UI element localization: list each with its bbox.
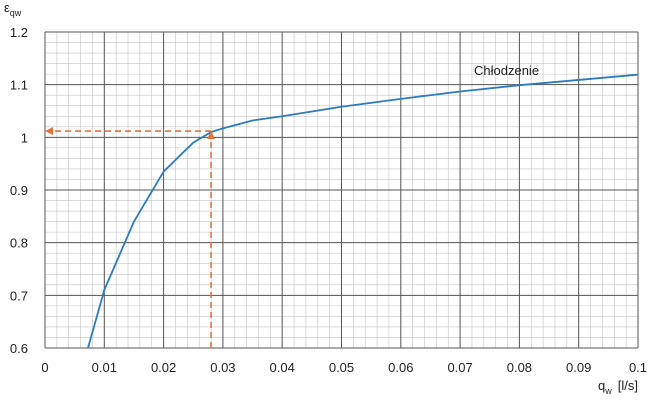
- series-line: [87, 73, 639, 349]
- x-tick-label: 0.08: [507, 360, 532, 375]
- x-axis-label: qw [l/s]: [598, 378, 638, 396]
- x-tick-label: 0: [41, 360, 48, 375]
- x-tick-label: 0.06: [388, 360, 413, 375]
- legend-label: Chłodzenie: [474, 63, 539, 78]
- y-tick-label: 0.8: [10, 236, 28, 251]
- y-tick-label: 0.9: [10, 183, 28, 198]
- x-tick-label: 0.02: [151, 360, 176, 375]
- x-tick-label: 0.07: [447, 360, 472, 375]
- x-tick-label: 0.03: [210, 360, 235, 375]
- y-axis-label: εqw: [4, 0, 22, 18]
- plot: Chłodzenie: [45, 63, 639, 349]
- x-tick-label: 0.01: [92, 360, 117, 375]
- x-tick-label: 0.04: [270, 360, 295, 375]
- y-tick-label: 1.1: [10, 78, 28, 93]
- y-tick-label: 1: [21, 130, 28, 145]
- y-tick-label: 1.2: [10, 25, 28, 40]
- grid: 0 0.01 0.02 0.03 0.04 0.05 0.06 0.07 0.08 0.09 0.1…: [10, 25, 647, 375]
- y-tick-label: 0.7: [10, 288, 28, 303]
- x-tick-label: 0.1: [629, 360, 647, 375]
- x-tick-label: 0.09: [566, 360, 591, 375]
- y-tick-label: 0.6: [10, 341, 28, 356]
- x-tick-label: 0.05: [329, 360, 354, 375]
